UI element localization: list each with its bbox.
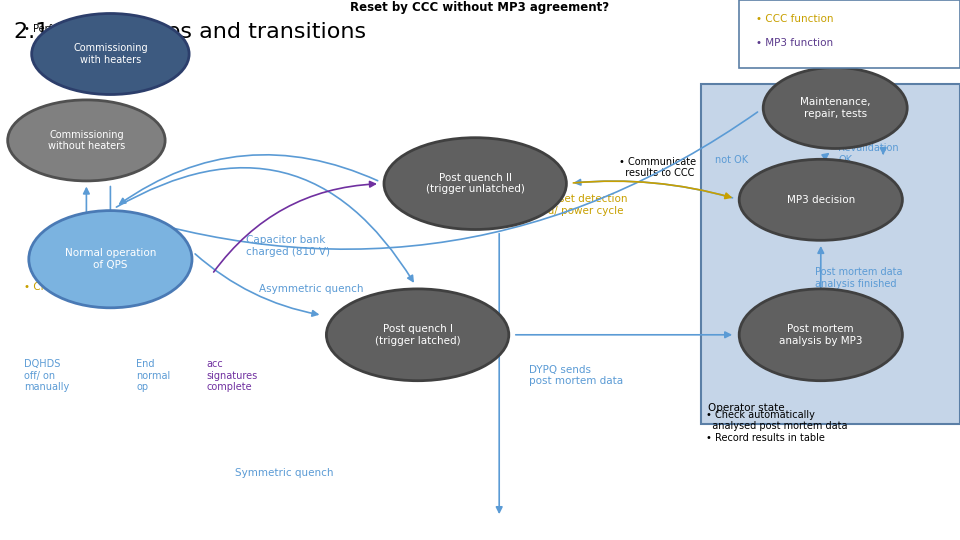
Text: DYPQ sends
post mortem data: DYPQ sends post mortem data [529, 364, 623, 386]
Text: • Check WinCC: • Check WinCC [24, 281, 103, 292]
Ellipse shape [739, 159, 902, 240]
FancyBboxPatch shape [739, 0, 960, 68]
Text: End
normal
op: End normal op [136, 359, 171, 392]
Text: Post quench II
(trigger unlatched): Post quench II (trigger unlatched) [426, 173, 524, 194]
Ellipse shape [326, 289, 509, 381]
Text: Maintenance,
repair, tests: Maintenance, repair, tests [800, 97, 871, 119]
Text: Normal operation
of QPS: Normal operation of QPS [64, 248, 156, 270]
Ellipse shape [384, 138, 566, 230]
Ellipse shape [763, 68, 907, 148]
Text: acc
signatures
complete: acc signatures complete [206, 359, 257, 392]
Text: Operator state: Operator state [708, 403, 785, 413]
Text: Capacitor bank
charged (810 V): Capacitor bank charged (810 V) [246, 235, 330, 256]
Text: Commissioning
without heaters: Commissioning without heaters [48, 130, 125, 151]
Text: • CCC function: • CCC function [756, 14, 833, 24]
Text: • Perform tests: • Perform tests [24, 116, 98, 126]
Ellipse shape [29, 211, 192, 308]
Text: Post mortem
analysis by MP3: Post mortem analysis by MP3 [780, 324, 862, 346]
Text: Symmetric quench: Symmetric quench [235, 468, 334, 478]
Text: • Check automatically
  analysed post mortem data
• Record results in table: • Check automatically analysed post mort… [706, 410, 847, 443]
Text: Asymmetric quench: Asymmetric quench [259, 284, 364, 294]
Text: 2.1 DYPQ states and transitions: 2.1 DYPQ states and transitions [14, 22, 367, 42]
Ellipse shape [8, 100, 165, 181]
Text: 9: 9 [929, 3, 936, 14]
Text: • MP3 function: • MP3 function [756, 38, 832, 48]
Ellipse shape [739, 289, 902, 381]
Text: MP3 decision: MP3 decision [786, 195, 855, 205]
Text: Post mortem data
analysis finished: Post mortem data analysis finished [815, 267, 902, 289]
Text: not OK: not OK [715, 154, 748, 165]
Text: Reset by CCC without MP3 agreement?: Reset by CCC without MP3 agreement? [350, 1, 610, 14]
Text: Post quench I
(trigger latched): Post quench I (trigger latched) [374, 324, 461, 346]
Text: Revalidation
OK: Revalidation OK [838, 143, 900, 165]
Text: DQHDS
off/ on
manually: DQHDS off/ on manually [24, 359, 69, 392]
Text: • Perform tests: • Perform tests [24, 24, 98, 35]
FancyBboxPatch shape [701, 84, 960, 424]
Text: • Communicate
  results to CCC: • Communicate results to CCC [619, 157, 696, 178]
Text: Commissioning
with heaters: Commissioning with heaters [73, 43, 148, 65]
Text: • Perform tests: • Perform tests [768, 57, 842, 67]
Ellipse shape [32, 14, 189, 94]
Text: OK: Reset detection
board/ power cycle: OK: Reset detection board/ power cycle [524, 194, 628, 216]
